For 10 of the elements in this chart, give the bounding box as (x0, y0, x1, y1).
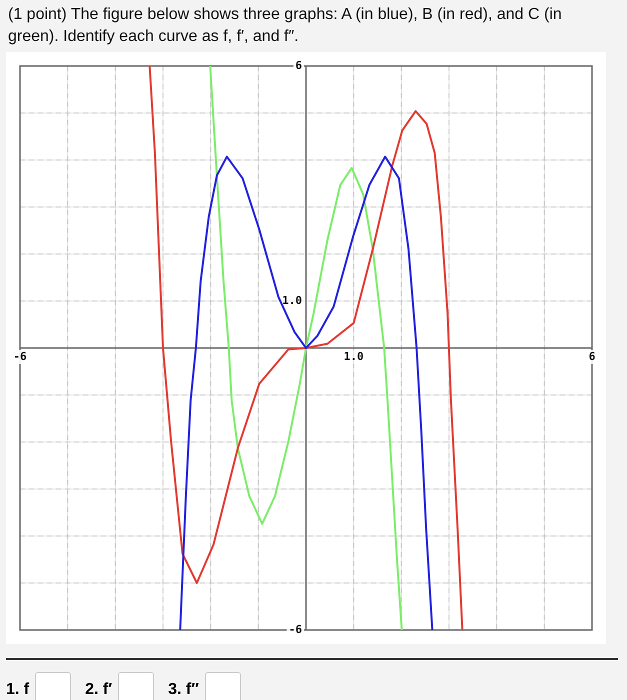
text: 3. f″ (168, 681, 199, 699)
x-tick-label: 6 (588, 350, 596, 363)
x-tick-label: 1.0 (344, 350, 364, 363)
y-tick-label: -6 (288, 622, 302, 636)
chart-title: (1 point) The figure below shows three graphs: A (in blue), B (in red), and C (in green). Identify each curve as f, f′, and f″. (8, 5, 563, 47)
text: 1. f (6, 681, 30, 699)
y-tick-label: 6 (295, 58, 302, 72)
y-tick-label: 1.0 (282, 294, 302, 307)
text: 2. f′ (85, 681, 112, 699)
x-tick-label: -6 (13, 350, 27, 363)
